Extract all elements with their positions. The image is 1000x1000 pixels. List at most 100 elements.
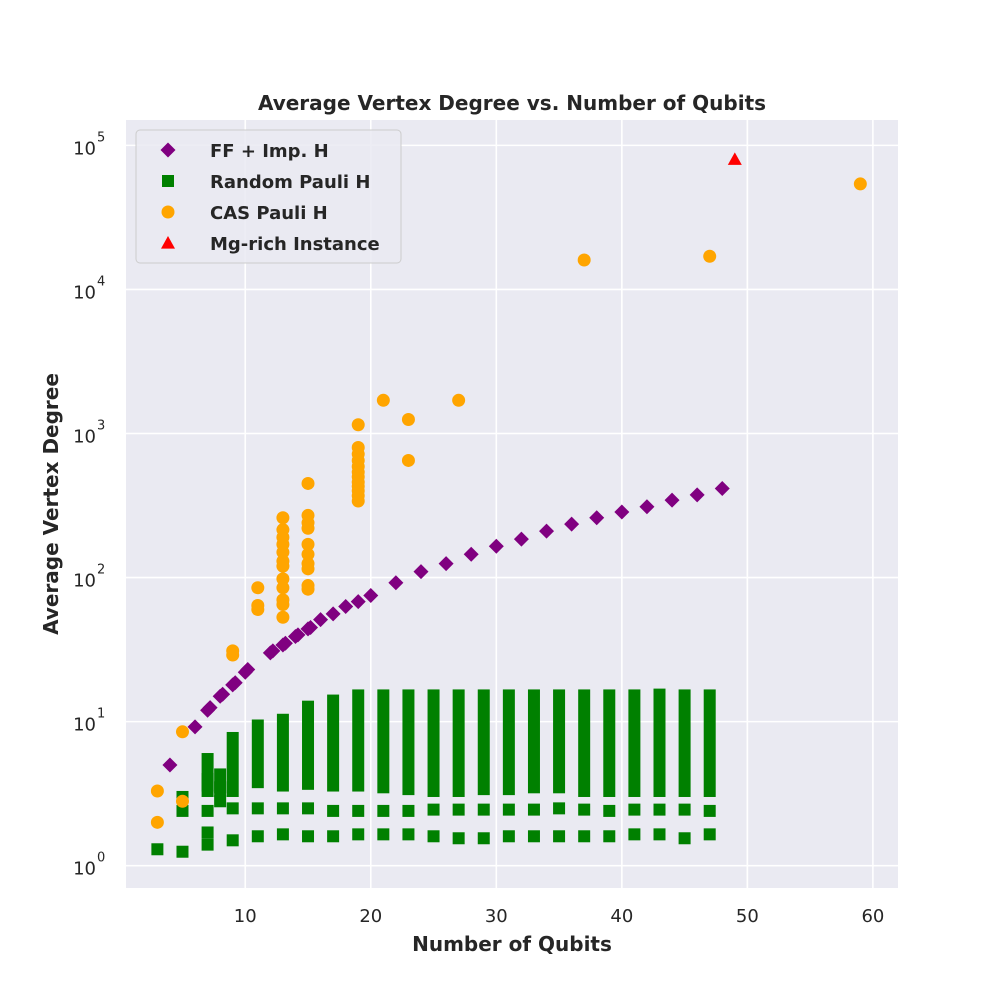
data-point xyxy=(553,802,566,815)
data-point xyxy=(401,413,415,427)
data-point xyxy=(488,538,504,554)
data-point xyxy=(463,546,479,562)
data-marks xyxy=(150,152,867,858)
data-point xyxy=(614,504,630,520)
data-point xyxy=(301,476,315,490)
data-point xyxy=(251,802,264,815)
data-point xyxy=(215,686,231,702)
data-point-stack xyxy=(377,689,390,794)
data-point xyxy=(577,253,591,267)
data-point xyxy=(150,784,164,798)
data-point xyxy=(301,557,315,571)
data-point xyxy=(226,802,239,815)
data-point xyxy=(276,523,290,537)
data-point-stack xyxy=(527,689,540,794)
legend-label: Mg-rich Instance xyxy=(210,234,380,255)
data-point-stack xyxy=(276,713,289,792)
data-point xyxy=(301,508,315,522)
data-point xyxy=(639,499,655,515)
data-point xyxy=(388,575,404,591)
y-tick-label: 10 xyxy=(73,282,96,303)
data-point xyxy=(351,440,365,454)
series-cas-pauli-h xyxy=(150,177,867,829)
data-point xyxy=(452,832,465,845)
data-point xyxy=(303,620,319,636)
data-point xyxy=(302,802,315,815)
x-tick-label: 50 xyxy=(736,906,759,927)
legend-label: FF + Imp. H xyxy=(210,141,329,162)
data-point xyxy=(653,828,666,841)
data-point xyxy=(352,804,365,817)
y-axis-title: Average Vertex Degree xyxy=(39,373,63,635)
y-tick-exponent: 5 xyxy=(97,130,105,145)
data-point xyxy=(276,572,290,586)
data-point-stack xyxy=(226,731,239,797)
data-point xyxy=(452,803,465,816)
y-tick-label: 10 xyxy=(73,138,96,159)
legend-label: CAS Pauli H xyxy=(210,203,328,224)
data-point xyxy=(313,612,329,628)
data-point xyxy=(351,418,365,432)
data-point xyxy=(338,598,354,614)
y-tick-label: 10 xyxy=(73,859,96,880)
data-point xyxy=(175,794,189,808)
x-axis-title: Number of Qubits xyxy=(412,932,612,956)
data-point xyxy=(327,830,340,843)
data-point xyxy=(176,804,189,817)
data-point xyxy=(240,662,256,678)
data-point-stack xyxy=(653,688,666,797)
legend-label: Random Pauli H xyxy=(210,172,370,193)
chart-title: Average Vertex Degree vs. Number of Qubi… xyxy=(258,91,766,115)
data-point xyxy=(162,757,178,773)
data-point xyxy=(477,803,490,816)
data-point xyxy=(251,581,265,595)
data-point xyxy=(301,547,315,561)
legend-marker xyxy=(161,205,175,219)
series-random-pauli-h xyxy=(151,688,716,858)
data-point xyxy=(413,564,429,580)
data-point xyxy=(276,511,290,525)
legend-marker xyxy=(161,236,175,249)
data-point-stack xyxy=(352,689,365,792)
data-point xyxy=(553,830,566,843)
data-point-stack xyxy=(251,719,264,789)
data-point xyxy=(438,556,454,572)
data-point-stack xyxy=(678,689,691,797)
data-point xyxy=(227,675,243,691)
data-point xyxy=(201,772,214,785)
data-point-stack xyxy=(603,689,616,797)
data-point xyxy=(175,725,189,739)
data-point xyxy=(151,843,164,856)
data-point xyxy=(201,784,214,797)
data-point-stack xyxy=(452,689,465,797)
data-point xyxy=(402,828,415,841)
data-point xyxy=(276,828,289,841)
data-point xyxy=(377,804,390,817)
data-point xyxy=(350,594,366,610)
y-tick-exponent: 0 xyxy=(97,851,105,866)
data-point xyxy=(363,588,379,604)
legend-marker xyxy=(162,175,174,187)
data-point xyxy=(276,593,290,607)
data-point-stack xyxy=(327,694,340,792)
data-point xyxy=(578,830,591,843)
y-tick-label: 10 xyxy=(73,426,96,447)
x-tick-label: 40 xyxy=(610,906,633,927)
data-point-stack xyxy=(477,689,490,796)
data-point-stack xyxy=(578,689,591,797)
data-point xyxy=(628,803,641,816)
data-point xyxy=(176,845,189,858)
data-point xyxy=(452,393,466,407)
data-point-stack xyxy=(402,689,415,796)
data-point xyxy=(377,828,390,841)
data-point xyxy=(678,832,691,845)
legend: FF + Imp. H Random Pauli H CAS Pauli H Mg-r… xyxy=(135,129,402,264)
data-point xyxy=(352,828,365,841)
data-point-stack xyxy=(553,689,566,794)
data-point xyxy=(714,481,730,497)
data-point xyxy=(502,803,515,816)
data-point xyxy=(401,453,415,467)
y-tick-label: 10 xyxy=(73,571,96,592)
